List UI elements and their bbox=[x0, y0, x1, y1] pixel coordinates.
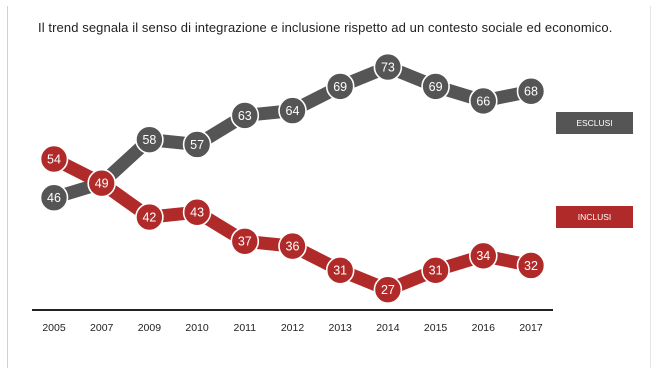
legend: ESCLUSI INCLUSI bbox=[556, 112, 633, 228]
point-esclusi-2005 bbox=[39, 183, 69, 213]
chart-title: Il trend segnala il senso di integrazion… bbox=[38, 20, 613, 35]
point-inclusi-2011 bbox=[230, 226, 260, 256]
point-inclusi-2007 bbox=[87, 168, 116, 198]
point-inclusi-2010 bbox=[182, 197, 212, 227]
point-esclusi-2017 bbox=[516, 76, 546, 106]
point-esclusi-2016 bbox=[468, 86, 498, 116]
series-layer: 46 49 58 57 63 64 69 73 69 66 68 54 49 42 43 37 36 31 27 31… bbox=[39, 52, 546, 304]
point-inclusi-2016 bbox=[468, 241, 498, 271]
data-label-inclusi-2009: 42 bbox=[142, 210, 156, 224]
x-tick-label-2009: 2009 bbox=[138, 322, 162, 334]
x-tick-label-2011: 2011 bbox=[234, 322, 257, 334]
x-tick-label-2017: 2017 bbox=[519, 322, 543, 334]
legend-item-esclusi: ESCLUSI bbox=[556, 112, 633, 134]
point-inclusi-2009 bbox=[135, 202, 164, 232]
data-label-esclusi-2009: 58 bbox=[142, 133, 156, 147]
x-tick-label-2013: 2013 bbox=[329, 322, 353, 334]
chart-frame bbox=[7, 6, 651, 368]
legend-label-inclusi: INCLUSI bbox=[578, 212, 612, 222]
data-label-inclusi-2010: 43 bbox=[190, 206, 204, 220]
point-esclusi-2015 bbox=[421, 72, 450, 101]
point-esclusi-2013 bbox=[325, 72, 355, 101]
data-label-esclusi-2014: 73 bbox=[381, 60, 395, 74]
point-esclusi-2009 bbox=[135, 125, 164, 154]
x-tick-label-2014: 2014 bbox=[376, 322, 400, 334]
data-label-esclusi-2011: 63 bbox=[238, 109, 252, 123]
data-label-inclusi-2013: 31 bbox=[333, 264, 347, 278]
point-inclusi-2013 bbox=[325, 256, 355, 285]
point-esclusi-2011 bbox=[230, 101, 260, 130]
data-label-esclusi-2017: 68 bbox=[524, 85, 538, 99]
series-line-esclusi bbox=[47, 60, 538, 205]
x-axis: 2005 2007 2009 2010 2011 2012 2013 2014 2015 2016… bbox=[32, 309, 553, 334]
point-esclusi-2014 bbox=[373, 52, 403, 82]
series-inclusi: 54 49 42 43 37 36 31 27 31 34 32 bbox=[39, 144, 546, 304]
x-tick-label-2005: 2005 bbox=[42, 322, 66, 334]
point-inclusi-2012 bbox=[278, 231, 307, 261]
point-esclusi-2012 bbox=[278, 96, 307, 125]
data-label-inclusi-2005: 54 bbox=[47, 152, 61, 166]
data-label-esclusi-2012: 64 bbox=[286, 104, 300, 118]
data-label-inclusi-2017: 32 bbox=[524, 259, 538, 273]
point-inclusi-2014 bbox=[373, 275, 403, 304]
series-line-inclusi bbox=[47, 152, 538, 297]
point-inclusi-2017 bbox=[516, 251, 546, 280]
data-label-inclusi-2014: 27 bbox=[381, 283, 395, 297]
legend-item-inclusi: INCLUSI bbox=[556, 206, 633, 228]
data-label-esclusi-2013: 69 bbox=[333, 80, 347, 94]
legend-label-esclusi: ESCLUSI bbox=[576, 118, 612, 128]
point-inclusi-2005 bbox=[39, 144, 69, 174]
point-inclusi-2015 bbox=[421, 256, 450, 285]
point-esclusi-2010 bbox=[182, 130, 212, 159]
x-tick-label-2007: 2007 bbox=[90, 322, 114, 334]
data-label-inclusi-2012: 36 bbox=[286, 240, 300, 254]
data-label-inclusi-2016: 34 bbox=[476, 249, 490, 263]
data-label-inclusi-2007: 49 bbox=[95, 177, 109, 191]
data-label-esclusi-2015: 69 bbox=[429, 80, 443, 94]
legend-swatch-esclusi bbox=[556, 112, 633, 134]
x-tick-label-2016: 2016 bbox=[472, 322, 496, 334]
x-tick-label-2015: 2015 bbox=[424, 322, 448, 334]
legend-swatch-inclusi bbox=[556, 206, 633, 228]
x-tick-label-2012: 2012 bbox=[281, 322, 305, 334]
data-label-esclusi-2005: 46 bbox=[47, 191, 61, 205]
data-label-esclusi-2010: 57 bbox=[190, 138, 204, 152]
data-label-inclusi-2011: 37 bbox=[238, 235, 252, 249]
data-label-inclusi-2015: 31 bbox=[429, 264, 443, 278]
x-tick-label-2010: 2010 bbox=[185, 322, 209, 334]
data-label-esclusi-2016: 66 bbox=[476, 94, 490, 108]
